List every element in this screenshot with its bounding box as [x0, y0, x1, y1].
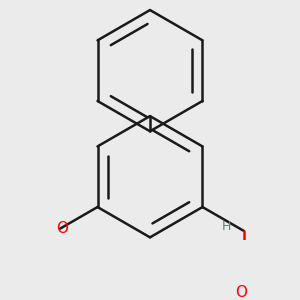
Text: O: O: [56, 221, 68, 236]
Text: O: O: [236, 285, 247, 300]
Text: H: H: [221, 220, 231, 233]
